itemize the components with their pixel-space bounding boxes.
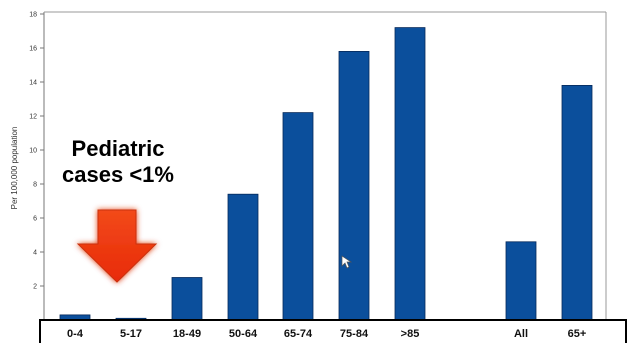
y-tick-label: 4 xyxy=(33,250,37,257)
category-label: 65+ xyxy=(568,328,587,340)
y-axis-label: Per 100,000 population xyxy=(10,127,19,210)
y-tick-label: 2 xyxy=(33,284,37,291)
mouse-cursor-icon xyxy=(341,255,353,269)
y-tick-label: 10 xyxy=(29,148,37,155)
category-label: 18-49 xyxy=(173,328,201,340)
bar-65+ xyxy=(561,85,593,321)
category-label: 65-74 xyxy=(284,328,313,340)
down-arrow-icon xyxy=(76,209,158,283)
y-tick-label: 12 xyxy=(29,114,37,121)
y-axis-ticks: 2 4 6 8 10 12 14 16 18 xyxy=(29,12,44,291)
y-tick-label: 16 xyxy=(29,46,37,53)
category-label: All xyxy=(514,328,528,340)
bar-All xyxy=(505,241,537,321)
bars xyxy=(59,27,593,321)
category-label: 75-84 xyxy=(340,328,369,340)
category-label: >85 xyxy=(401,328,420,340)
annotation-line-2: cases <1% xyxy=(62,162,174,187)
category-labels: 0-4 5-17 18-49 50-64 65-74 75-84 >85 All 65+ xyxy=(67,328,586,340)
y-tick-label: 14 xyxy=(29,80,37,87)
category-label: 50-64 xyxy=(229,328,258,340)
category-label: 0-4 xyxy=(67,328,84,340)
annotation-line-1: Pediatric xyxy=(72,136,165,161)
bar-65-74 xyxy=(282,112,314,321)
y-tick-label: 8 xyxy=(33,182,37,189)
category-label: 5-17 xyxy=(120,328,142,340)
bar-75-84 xyxy=(338,51,370,321)
bar-18-49 xyxy=(171,277,203,321)
bar-50-64 xyxy=(227,193,259,321)
category-label-box xyxy=(39,319,627,343)
y-tick-label: 18 xyxy=(29,12,37,19)
bar->85 xyxy=(394,27,426,321)
y-tick-label: 6 xyxy=(33,216,37,223)
